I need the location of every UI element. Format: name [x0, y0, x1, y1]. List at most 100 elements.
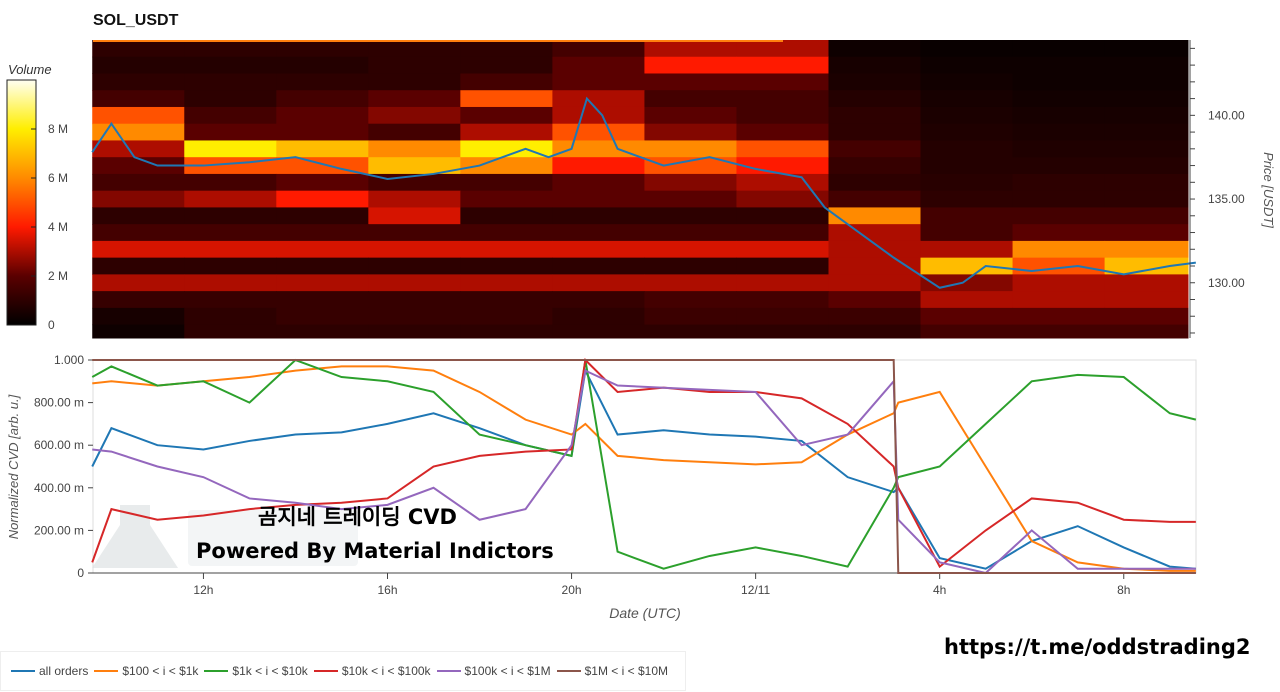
heatmap-cell [92, 257, 185, 275]
heatmap-cell [460, 123, 553, 141]
heatmap-cell [828, 240, 922, 259]
heatmap-cell [736, 274, 829, 292]
heatmap-cell [184, 224, 277, 242]
heatmap-cell [920, 173, 1014, 192]
heatmap-cell [92, 40, 185, 58]
heatmap-cell [1104, 324, 1189, 339]
heatmap-cell [920, 257, 1014, 275]
heatmap-cell [276, 123, 369, 141]
legend-label: $100 < i < $1k [122, 664, 199, 678]
heatmap-cell [276, 274, 369, 292]
heatmap-cell [460, 40, 553, 58]
heatmap-cell [644, 240, 737, 259]
heatmap-cell [92, 106, 185, 125]
legend-item[interactable]: $100 < i < $1k [94, 664, 198, 678]
heatmap-cell [736, 207, 829, 225]
heatmap-cell [736, 224, 829, 242]
heatmap-cell [276, 90, 369, 108]
watermark-title: 곰지네 트레이딩 CVD [258, 505, 457, 529]
heatmap-cell [460, 106, 553, 125]
heatmap-cell [184, 291, 277, 309]
heatmap-cell [368, 190, 461, 208]
heatmap-cell [460, 173, 553, 192]
heatmap-cell [184, 190, 277, 208]
cvd-x-tick-label: 20h [562, 583, 582, 597]
heatmap-cell [368, 291, 461, 309]
heatmap-cell [460, 307, 553, 326]
heatmap-cell [644, 40, 737, 58]
heatmap-cell [1012, 307, 1106, 326]
heatmap-cell [552, 106, 645, 125]
heatmap-cell [92, 291, 185, 309]
heatmap-cell [92, 324, 185, 339]
legend-item[interactable]: $100k < i < $1M [436, 664, 551, 678]
heatmap-cell [92, 240, 185, 259]
legend-swatch [313, 670, 338, 672]
legend-label: all orders [39, 664, 89, 678]
price-line [91, 96, 1196, 289]
heatmap-cell [828, 207, 922, 225]
heatmap-cell [828, 274, 922, 292]
heatmap-cell [736, 40, 829, 58]
cvd-x-tick-label: 4h [933, 583, 946, 597]
heatmap-cell [276, 257, 369, 275]
heatmap-cell [920, 90, 1014, 108]
heatmap-cell [276, 190, 369, 208]
cvd-x-axis-label: Date (UTC) [609, 605, 681, 621]
heatmap-cell [368, 224, 461, 242]
heatmap-cell [736, 173, 829, 192]
heatmap-cell [92, 173, 185, 192]
heatmap-cell [920, 190, 1014, 208]
legend-swatch [436, 670, 461, 672]
heatmap-cell [184, 257, 277, 275]
legend-item[interactable]: $1M < i < $10M [556, 664, 668, 678]
legend-item[interactable]: $10k < i < $100k [313, 664, 431, 678]
heatmap-cell [552, 240, 645, 259]
heatmap-cell [552, 257, 645, 275]
heatmap-cell [276, 140, 369, 158]
telegram-link[interactable]: https://t.me/oddstrading2 [944, 635, 1251, 659]
heatmap-cell [92, 56, 185, 74]
heatmap-cell [920, 140, 1014, 158]
legend-item[interactable]: $1k < i < $10k [204, 664, 308, 678]
heatmap-cell [552, 190, 645, 208]
heatmap-cell [552, 73, 645, 91]
heatmap-cell [828, 56, 922, 74]
heatmap-cell [276, 173, 369, 192]
heatmap-cell [736, 90, 829, 108]
heatmap-cell [920, 40, 1014, 58]
heatmap-cell [368, 140, 461, 158]
legend-item[interactable]: all orders [11, 664, 88, 678]
heatmap-cell [184, 240, 277, 259]
heatmap-cell [920, 73, 1014, 91]
heatmap-cell [552, 90, 645, 108]
heatmap-cell [736, 324, 829, 339]
heatmap-cell [276, 240, 369, 259]
heatmap-cell [552, 324, 645, 339]
heatmap-cell [644, 257, 737, 275]
heatmap-cell [92, 207, 185, 225]
heatmap-cell [368, 123, 461, 141]
heatmap-cell [1012, 257, 1106, 275]
cvd-series-line [91, 357, 1196, 569]
heatmap-cell [552, 173, 645, 192]
price-tick-label: 130.00 [1208, 276, 1245, 290]
legend-label: $10k < i < $100k [341, 664, 431, 678]
heatmap-cell [736, 291, 829, 309]
heatmap-cell [92, 224, 185, 242]
cvd-x-tick-label: 16h [377, 583, 397, 597]
legend-label: $1M < i < $10M [584, 664, 668, 678]
heatmap-cell [184, 123, 277, 141]
heatmap-cell [736, 240, 829, 259]
heatmap-cell [184, 90, 277, 108]
heatmap-cell [184, 274, 277, 292]
heatmap-cell [368, 106, 461, 125]
heatmap-cell [276, 56, 369, 74]
heatmap-cell [920, 207, 1014, 225]
heatmap-cell [828, 257, 922, 275]
heatmap-cell [920, 224, 1014, 242]
heatmap-cell [828, 307, 922, 326]
heatmap-cell [368, 90, 461, 108]
material-indicators-logo-icon [92, 505, 178, 568]
heatmap-top-edge [93, 40, 783, 42]
